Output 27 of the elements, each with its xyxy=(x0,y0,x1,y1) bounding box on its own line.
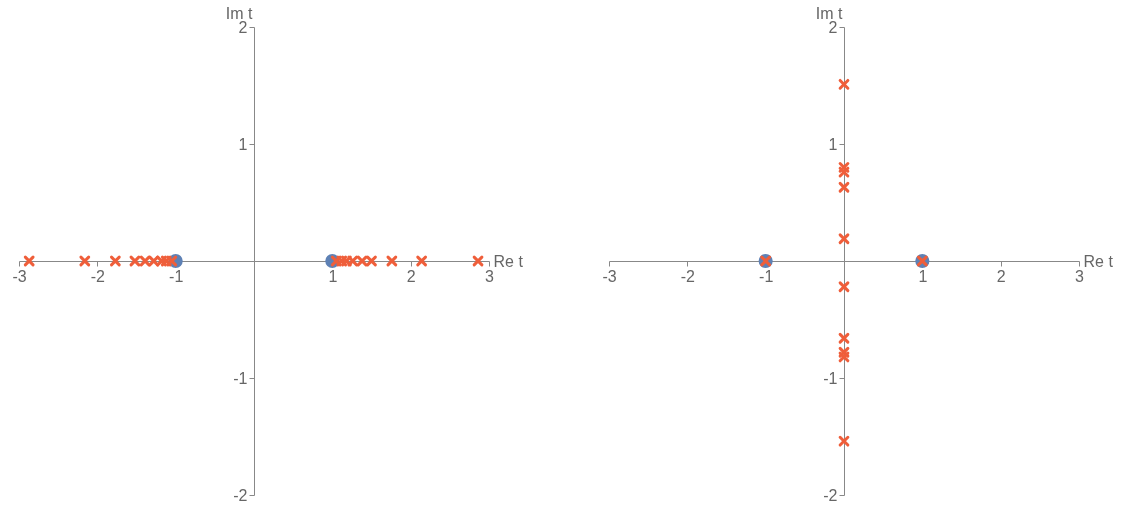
point xyxy=(838,233,850,245)
x-axis-title: Re t xyxy=(493,252,524,270)
x-tick-label: -3 xyxy=(12,267,27,285)
point xyxy=(838,181,850,193)
y-tick-label: 1 xyxy=(828,135,838,153)
y-tick-label: -1 xyxy=(233,369,248,387)
x-axis-title: Re t xyxy=(1083,252,1114,270)
x-tick-label: -2 xyxy=(90,267,106,285)
point xyxy=(838,166,850,178)
x-tick-label: -2 xyxy=(680,267,696,285)
y-tick-label: -1 xyxy=(823,369,838,387)
x-tick-label: -1 xyxy=(169,267,184,285)
x-tick-label: -1 xyxy=(759,267,774,285)
x-tick-label: 2 xyxy=(996,267,1006,285)
y-tick-label: -2 xyxy=(823,486,838,504)
point xyxy=(838,78,850,90)
x-tick-label: 1 xyxy=(328,267,338,285)
point xyxy=(838,281,850,293)
x-tick-label: 2 xyxy=(406,267,416,285)
y-tick-label: -2 xyxy=(233,486,248,504)
y-tick-label: 1 xyxy=(238,135,248,153)
x-tick-label: -3 xyxy=(602,267,617,285)
point xyxy=(838,435,850,447)
x-tick-label: 3 xyxy=(1075,267,1085,285)
x-tick-label: 1 xyxy=(918,267,928,285)
x-tick-label: 3 xyxy=(485,267,495,285)
point xyxy=(838,332,850,344)
